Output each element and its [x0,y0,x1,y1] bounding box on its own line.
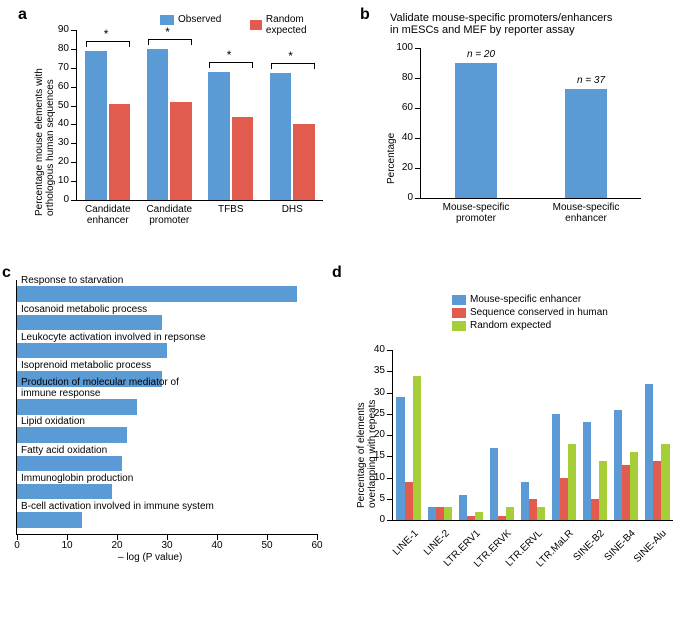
hbar [17,427,127,443]
bar [428,507,436,520]
bar [413,376,421,521]
bar [405,482,413,520]
bar [552,414,560,520]
bar [459,495,467,521]
bar [455,63,497,198]
panel-d-label: d [332,264,342,282]
panel-c-plot: 0102030405060Response to starvationIcosa… [16,280,317,535]
figure: a Observed Random expected Percentage mo… [0,0,684,640]
panel-a-plot: 0102030405060708090*Candidateenhancer*Ca… [76,30,323,201]
bar [521,482,529,520]
bar [565,89,607,199]
panel-c-xlabel: – log (P value) [118,552,182,563]
bar [170,102,192,200]
legend-swatch [452,308,466,318]
panel-c: 0102030405060Response to starvationIcosa… [8,280,328,580]
bar [109,104,131,200]
bar [537,507,545,520]
bar [653,461,661,521]
bar [591,499,599,520]
hbar [17,286,297,302]
bar [475,512,483,521]
hbar [17,484,112,500]
legend-label: Sequence conserved in human [470,307,608,318]
bar [599,461,607,521]
bar [436,507,444,520]
legend-label: Random expected [470,320,551,331]
bar [147,49,169,200]
bar [208,72,230,200]
panel-d: Mouse-specific enhancer Sequence conserv… [352,290,678,620]
bar [661,444,669,521]
bar [614,410,622,521]
bar [467,516,475,520]
hbar [17,399,137,415]
legend-swatch [160,15,174,25]
hbar [17,315,162,331]
hbar [17,512,82,528]
bar [396,397,404,520]
bar [645,384,653,520]
bar [583,422,591,520]
panel-a: Observed Random expected Percentage mous… [40,16,335,236]
panel-b: Validate mouse-specific promoters/enhanc… [380,16,670,236]
bar [293,124,315,200]
bar [444,507,452,520]
bar [498,516,506,520]
legend-label: Observed [178,14,221,25]
panel-b-label: b [360,6,370,24]
bar [568,444,576,521]
legend-label: Mouse-specific enhancer [470,294,581,305]
bar [270,73,292,200]
hbar [17,456,122,472]
panel-b-title: Validate mouse-specific promoters/enhanc… [390,12,670,36]
bar [506,507,514,520]
bar [85,51,107,200]
hbar [17,343,167,359]
panel-a-label: a [18,6,27,24]
panel-d-legend: Mouse-specific enhancer Sequence conserv… [452,294,608,333]
legend-swatch [452,295,466,305]
bar [560,478,568,521]
panel-b-plot: 020406080100n = 20Mouse-specificpromoter… [420,48,641,199]
panel-d-plot: 0510152025303540LINE-1LINE-2LTR.ERV1LTR.… [392,350,673,521]
bar [622,465,630,520]
bar [630,452,638,520]
legend-swatch [452,321,466,331]
bar [490,448,498,520]
bar [529,499,537,520]
legend-swatch [250,20,262,30]
bar [232,117,254,200]
